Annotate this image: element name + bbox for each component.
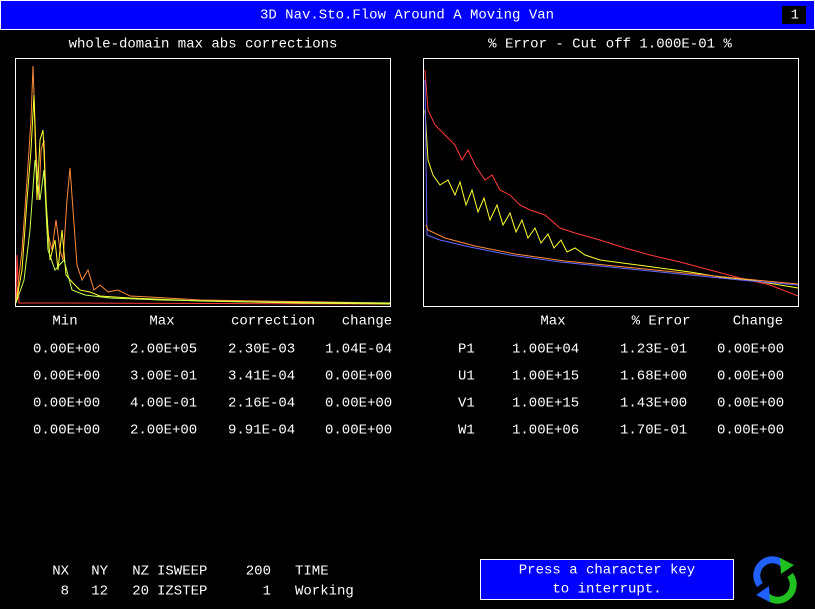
curve	[425, 224, 799, 285]
button-text: Press a character key	[519, 563, 695, 579]
column-header: correction	[231, 314, 315, 330]
status-cell: NX	[52, 564, 69, 580]
row-name: V1	[458, 396, 475, 412]
table-cell: 4.00E-01	[130, 396, 197, 412]
table-cell: 0.00E+00	[325, 423, 392, 439]
column-header: Min	[52, 314, 77, 330]
table-cell: 1.70E-01	[620, 423, 687, 439]
refresh-icon[interactable]	[753, 556, 797, 604]
table-cell: 2.00E+05	[130, 342, 197, 358]
curve	[15, 94, 391, 305]
table-cell: 0.00E+00	[717, 423, 784, 439]
interrupt-button[interactable]	[480, 559, 734, 600]
row-name: W1	[458, 423, 475, 439]
table-cell: 1.00E+06	[512, 423, 579, 439]
status-cell: 200	[246, 564, 271, 580]
column-header: Change	[733, 314, 783, 330]
table-cell: 0.00E+00	[717, 342, 784, 358]
table-cell: 9.91E-04	[228, 423, 295, 439]
status-cell: NY	[91, 564, 108, 580]
table-cell: 0.00E+00	[33, 396, 100, 412]
right-panel-title: % Error - Cut off 1.000E-01 %	[488, 37, 732, 53]
left-plot-frame	[15, 58, 391, 307]
table-cell: 0.00E+00	[33, 342, 100, 358]
right-curves	[424, 69, 799, 297]
left-curves	[15, 65, 391, 305]
column-header: Max	[149, 314, 174, 330]
curve	[424, 79, 799, 286]
table-cell: 0.00E+00	[325, 369, 392, 385]
table-cell: 3.00E-01	[130, 369, 197, 385]
table-cell: 1.23E-01	[620, 342, 687, 358]
table-cell: 1.04E-04	[325, 342, 392, 358]
curve	[15, 254, 391, 305]
table-cell: 0.00E+00	[717, 396, 784, 412]
column-header: Max	[540, 314, 565, 330]
button-text: to interrupt.	[552, 582, 661, 598]
table-cell: 1.00E+04	[512, 342, 579, 358]
status-cell: TIME	[295, 564, 329, 580]
curve	[424, 109, 799, 289]
status-cell: 12	[91, 584, 108, 600]
status-cell: 1	[263, 584, 271, 600]
left-panel-title: whole-domain max abs corrections	[69, 37, 338, 53]
status-cell: IZSTEP	[157, 584, 207, 600]
right-table-headers: Max % Error Change	[540, 314, 783, 330]
table-cell: 0.00E+00	[325, 396, 392, 412]
page-number: 1	[791, 8, 799, 24]
left-table-headers: Min Max correction change	[52, 314, 392, 330]
icon-arrow	[756, 586, 770, 602]
table-cell: 0.00E+00	[33, 369, 100, 385]
status: NX NY NZ ISWEEP 200 TIME 8 12 20 IZSTEP 1 Working	[52, 564, 354, 600]
status-cell: ISWEEP	[157, 564, 207, 580]
title-bar	[0, 0, 815, 30]
table-cell: 1.00E+15	[512, 396, 579, 412]
status-cell: 20	[132, 584, 149, 600]
table-cell: 1.43E+00	[620, 396, 687, 412]
right-plot-frame	[423, 58, 799, 307]
table-cell: 1.00E+15	[512, 369, 579, 385]
window-title: 3D Nav.Sto.Flow Around A Moving Van	[260, 8, 554, 24]
row-name: P1	[458, 342, 475, 358]
row-name: U1	[458, 369, 475, 385]
curve	[424, 69, 799, 297]
status-cell: 8	[61, 584, 69, 600]
table-cell: 2.00E+00	[130, 423, 197, 439]
page-box	[782, 6, 806, 24]
table-cell: 3.41E-04	[228, 369, 295, 385]
table-cell: 1.68E+00	[620, 369, 687, 385]
curve	[15, 159, 391, 304]
table-cell: 2.30E-03	[228, 342, 295, 358]
icon-arrow	[780, 558, 794, 574]
status-cell: Working	[295, 584, 354, 600]
column-header: change	[342, 314, 392, 330]
tables: 0.00E+00 2.00E+05 2.30E-03 1.04E-04 0.00E+00…	[33, 342, 784, 439]
column-header: % Error	[632, 314, 691, 330]
table-cell: 2.16E-04	[228, 396, 295, 412]
table-cell: 0.00E+00	[717, 369, 784, 385]
table-cell: 0.00E+00	[33, 423, 100, 439]
status-cell: NZ	[132, 564, 149, 580]
